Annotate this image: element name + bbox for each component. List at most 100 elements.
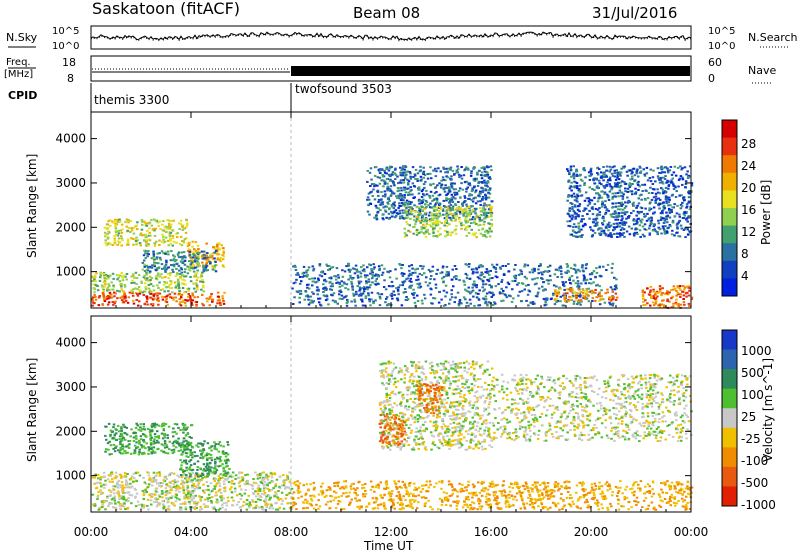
- heatmap-cell: [659, 216, 663, 219]
- heatmap-cell: [671, 177, 674, 180]
- heatmap-cell: [635, 228, 639, 230]
- heatmap-cell: [667, 226, 670, 229]
- heatmap-cell: [436, 221, 439, 224]
- heatmap-cell: [179, 506, 182, 509]
- heatmap-cell: [414, 177, 417, 180]
- heatmap-cell: [489, 269, 492, 272]
- heatmap-cell: [201, 271, 204, 274]
- heatmap-cell: [614, 192, 617, 195]
- heatmap-cell: [448, 200, 452, 202]
- heatmap-cell: [571, 288, 574, 291]
- heatmap-cell: [216, 500, 220, 503]
- heatmap-cell: [340, 280, 343, 283]
- heatmap-cell: [639, 236, 642, 238]
- heatmap-cell: [424, 225, 428, 228]
- heatmap-cell: [152, 294, 156, 297]
- heatmap-cell: [141, 489, 145, 492]
- heatmap-cell: [168, 485, 172, 488]
- heatmap-cell: [400, 202, 404, 204]
- heatmap-cell: [189, 263, 192, 266]
- heatmap-cell: [616, 176, 619, 179]
- heatmap-cell: [168, 481, 171, 484]
- heatmap-cell: [368, 300, 371, 303]
- heatmap-cell: [653, 211, 656, 214]
- heatmap-cell: [611, 288, 614, 291]
- heatmap-cell: [123, 502, 126, 505]
- heatmap-cell: [203, 506, 207, 509]
- heatmap-cell: [591, 213, 595, 216]
- heatmap-cell: [138, 292, 142, 295]
- heatmap-cell: [623, 181, 626, 184]
- heatmap-cell: [594, 207, 598, 210]
- heatmap-cell: [631, 177, 634, 180]
- heatmap-cell: [370, 190, 373, 193]
- heatmap-cell: [294, 281, 297, 284]
- heatmap-cell: [488, 226, 492, 229]
- heatmap-cell: [649, 289, 652, 292]
- heatmap-cell: [367, 292, 370, 295]
- heatmap-cell: [433, 214, 436, 217]
- heatmap-cell: [355, 293, 358, 296]
- heatmap-cell: [393, 172, 397, 175]
- heatmap-cell: [149, 478, 152, 481]
- heatmap-cell: [160, 240, 164, 243]
- heatmap-cell: [578, 270, 581, 273]
- heatmap-cell: [132, 288, 135, 291]
- heatmap-cell: [218, 485, 222, 487]
- heatmap-cell: [584, 282, 587, 285]
- heatmap-cell: [126, 241, 130, 244]
- heatmap-cell: [595, 284, 598, 287]
- heatmap-cell: [593, 196, 596, 199]
- heatmap-cell: [676, 285, 680, 288]
- heatmap-cell: [583, 277, 586, 280]
- heatmap-cell: [487, 215, 491, 218]
- heatmap-cell: [377, 282, 380, 285]
- heatmap-cell: [219, 257, 222, 259]
- heatmap-cell: [311, 265, 314, 268]
- heatmap-cell: [112, 488, 116, 491]
- heatmap-cell: [391, 285, 395, 288]
- heatmap-cell: [477, 298, 481, 301]
- heatmap-cell: [600, 298, 604, 300]
- heatmap-cell: [436, 184, 439, 187]
- heatmap-cell: [613, 195, 616, 198]
- heatmap-cell: [449, 168, 452, 171]
- heatmap-cell: [454, 219, 457, 222]
- heatmap-cell: [672, 188, 676, 190]
- heatmap-cell: [351, 286, 354, 289]
- noise-left-tick-top: 10^5: [52, 26, 79, 37]
- heatmap-cell: [462, 174, 466, 177]
- heatmap-cell: [653, 228, 656, 231]
- heatmap-cell: [134, 496, 137, 499]
- heatmap-cell: [611, 206, 614, 209]
- heatmap-cell: [533, 283, 537, 286]
- heatmap-cell: [430, 206, 433, 209]
- heatmap-cell: [621, 223, 624, 226]
- heatmap-cell: [505, 286, 508, 289]
- heatmap-cell: [655, 198, 658, 201]
- heatmap-cell: [145, 245, 148, 247]
- heatmap-cell: [270, 504, 273, 507]
- heatmap-cell: [684, 236, 687, 239]
- heatmap-cell: [158, 473, 162, 476]
- heatmap-cell: [195, 261, 199, 264]
- heatmap-cell: [199, 473, 202, 476]
- heatmap-cell: [409, 207, 412, 210]
- heatmap-cell: [444, 179, 447, 182]
- heatmap-cell: [267, 482, 270, 484]
- heatmap-cell: [194, 251, 198, 254]
- heatmap-cell: [187, 293, 190, 295]
- heatmap-cell: [682, 301, 686, 304]
- heatmap-cell: [576, 284, 580, 287]
- heatmap-cell: [500, 280, 503, 283]
- heatmap-cell: [619, 228, 623, 231]
- heatmap-cell: [387, 285, 391, 288]
- heatmap-cell: [627, 225, 631, 228]
- heatmap-cell: [450, 182, 453, 185]
- heatmap-cell: [380, 198, 383, 201]
- heatmap-cell: [423, 297, 427, 300]
- heatmap-cell: [216, 243, 219, 246]
- heatmap-cell: [329, 285, 333, 288]
- heatmap-cell: [180, 476, 184, 479]
- heatmap-cell: [640, 198, 643, 201]
